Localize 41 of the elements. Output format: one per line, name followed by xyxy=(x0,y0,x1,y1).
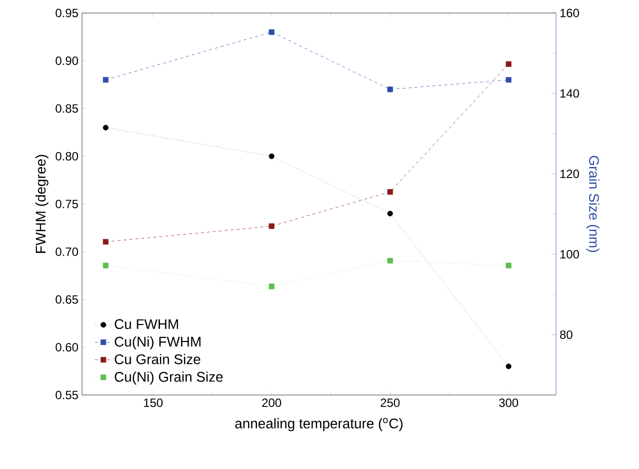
x-tick-label: 300 xyxy=(499,398,518,407)
legend-label: Cu(Ni) FWHM xyxy=(114,336,200,350)
point xyxy=(268,153,274,160)
legend-label: Cu Grain Size xyxy=(114,354,200,364)
point xyxy=(268,29,274,35)
y-tick-label: 0.70 xyxy=(56,248,78,256)
y-tick-label: 0.90 xyxy=(56,56,78,65)
point xyxy=(506,262,512,268)
legend-label: Cu FWHM xyxy=(114,319,178,330)
point xyxy=(102,239,108,245)
legend-label: Cu(Ni) Grain Size xyxy=(114,372,223,385)
point xyxy=(387,189,393,195)
point xyxy=(102,262,108,268)
y-tick-label: 0.80 xyxy=(56,152,78,160)
y2-axis-title: Grain Size (nm) xyxy=(586,156,600,252)
point xyxy=(506,364,512,370)
x-tick-label: 200 xyxy=(262,398,282,407)
point xyxy=(387,258,393,264)
y-tick-label: 0.55 xyxy=(56,390,78,400)
point xyxy=(387,86,393,92)
y2-tick-label: 140 xyxy=(560,89,580,98)
y2-tick-label: 100 xyxy=(560,250,580,258)
point xyxy=(102,124,108,130)
x-tick-label: 250 xyxy=(380,398,400,407)
y2-tick-label: 120 xyxy=(560,170,580,178)
point xyxy=(506,61,512,67)
y-tick-label: 0.65 xyxy=(56,295,78,304)
point xyxy=(506,77,512,83)
y-tick-label: 0.75 xyxy=(56,200,78,208)
y2-tick-label: 80 xyxy=(560,330,572,339)
point xyxy=(268,223,274,229)
y-tick-label: 0.85 xyxy=(56,104,78,113)
x-tick-label: 150 xyxy=(144,398,163,407)
y-tick-label: 0.60 xyxy=(56,343,78,352)
point xyxy=(268,284,274,290)
y2-tick-label: 160 xyxy=(560,8,580,18)
y-axis-title: FWHM (degree) xyxy=(35,154,48,253)
point xyxy=(387,210,393,216)
point xyxy=(102,77,108,83)
x-axis-title: annealing temperature ($^{o}$C) xyxy=(235,418,403,432)
y-tick-label: 0.95 xyxy=(56,8,78,18)
